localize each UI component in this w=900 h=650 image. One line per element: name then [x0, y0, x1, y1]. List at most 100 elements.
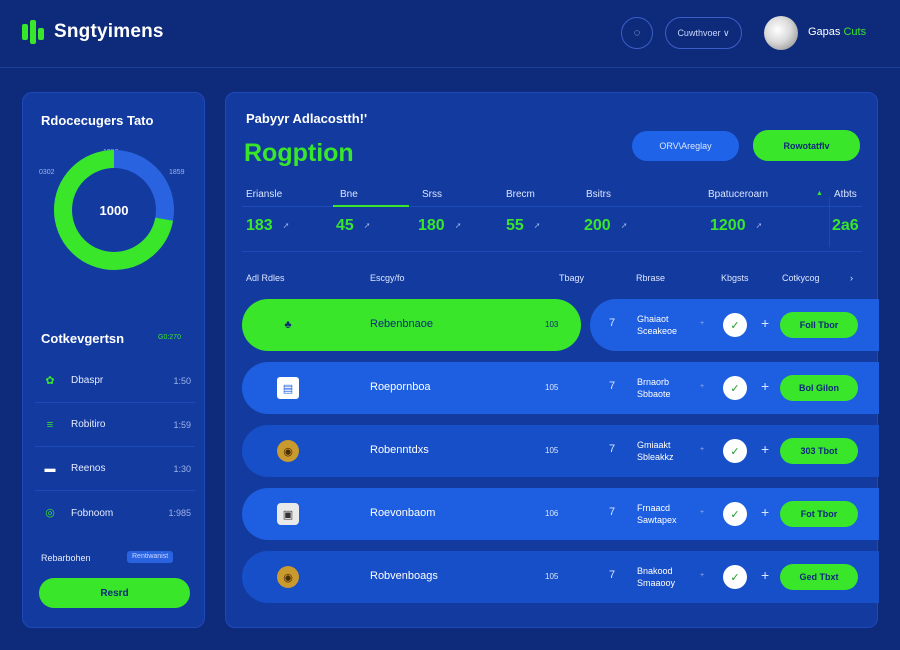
avatar[interactable]	[764, 16, 798, 50]
stat-label[interactable]: Bne	[340, 189, 358, 200]
row-qty: 103	[545, 320, 559, 329]
dot-icon: +	[700, 509, 705, 516]
stat-label[interactable]: Brecm	[506, 189, 535, 200]
trend-arrow-icon: ➚	[454, 221, 462, 231]
trend-arrow-icon: ➚	[282, 221, 290, 231]
trend-arrow-icon: ➚	[363, 221, 371, 231]
check-icon[interactable]: ✓	[723, 439, 747, 463]
row-desc: Frnaacd Sawtapex	[637, 502, 697, 526]
user-last-name: Cuts	[843, 26, 867, 38]
check-icon[interactable]: ✓	[723, 376, 747, 400]
column-header[interactable]: Adl Rdles	[246, 273, 285, 283]
list-item-label: Reenos	[71, 463, 106, 474]
stat-label[interactable]: Atbts	[834, 189, 857, 200]
donut-chart	[54, 150, 174, 270]
stat-label[interactable]: Bpatuceroarn	[708, 189, 769, 200]
main-panel: Pabyyr Adlacostth!' Rogption ORV\Areglay…	[225, 92, 879, 628]
list-item-label: Dbaspr	[71, 375, 104, 386]
check-icon[interactable]: ✓	[723, 313, 747, 337]
app-logo[interactable]: Sngtyimens	[22, 20, 164, 44]
divider	[829, 197, 830, 247]
secondary-action-button[interactable]: ORV\Areglay	[632, 131, 739, 161]
user-name[interactable]: Gapas Cuts	[808, 26, 866, 38]
row-name: Roepornboa	[370, 381, 431, 393]
row-desc-line: Brnaorb	[637, 377, 670, 387]
footer-chip[interactable]: Rentiwanist	[127, 551, 174, 563]
donut-left-label: 0302	[39, 169, 55, 176]
column-header[interactable]: Cotkycog	[782, 273, 820, 283]
row-action-button[interactable]: Ged Tbxt	[780, 564, 858, 590]
package-icon: ▣	[277, 503, 299, 525]
table-row[interactable]: ▤ Roepornboa 105 7 Brnaorb Sbbaote + ✓ + …	[242, 362, 879, 414]
row-action-button[interactable]: Fot Tbor	[780, 501, 858, 527]
table-row-selected[interactable]: ♣ Rebenbnaoe 103 7 Ghaiaot Sceakeoe + ✓ +…	[242, 299, 879, 351]
footer-label: Rebarbohen	[41, 553, 91, 563]
plus-icon[interactable]: +	[761, 567, 770, 583]
dot-icon: +	[700, 446, 705, 453]
left-panel: Rdocecugers Tato 1950 0302 1859 1000 Cot…	[22, 92, 205, 628]
plus-icon[interactable]: +	[761, 441, 770, 457]
page-title: Rogption	[244, 139, 354, 167]
donut-center-value: 1000	[99, 202, 129, 218]
check-icon[interactable]: ✓	[723, 565, 747, 589]
column-header[interactable]: Rbrase	[636, 273, 666, 283]
list-item-value: 1:30	[173, 463, 191, 474]
coin-icon: ◉	[277, 566, 299, 588]
stat-number: 1200	[710, 217, 746, 234]
plus-icon[interactable]: +	[761, 504, 770, 520]
stat-label[interactable]: Srss	[422, 189, 442, 200]
stat-number: 180	[418, 217, 445, 234]
list-item[interactable]: ≡ Robitiro 1:59	[35, 403, 195, 447]
table-row[interactable]: ▣ Roevonbaom 106 7 Frnaacd Sawtapex + ✓ +…	[242, 488, 879, 540]
customer-dropdown[interactable]: Cuwthvoer ∨	[665, 17, 742, 49]
stat-label[interactable]: Bsitrs	[586, 189, 611, 200]
list-item-value: 1:59	[173, 419, 191, 430]
stat-value: 183 ➚	[246, 217, 289, 235]
list-item[interactable]: ◎ Fobnoom 1:985	[35, 491, 195, 535]
column-header[interactable]: Kbgsts	[721, 273, 749, 283]
trend-arrow-icon: ➚	[755, 221, 763, 231]
coin-icon: ◉	[277, 440, 299, 462]
list-item[interactable]: ✿ Dbaspr 1:50	[35, 359, 195, 403]
stat-value: 55 ➚	[506, 217, 541, 235]
row-highlight	[242, 299, 581, 351]
reset-button[interactable]: Resrd	[39, 578, 190, 608]
stat-value: 200 ➚	[584, 217, 627, 235]
dot-icon: +	[700, 572, 705, 579]
column-header[interactable]: Tbagy	[559, 273, 585, 283]
row-name: Roevonbaom	[370, 507, 436, 519]
stat-value: 45 ➚	[336, 217, 371, 235]
check-icon[interactable]: ✓	[723, 502, 747, 526]
notification-icon[interactable]: ◌	[621, 17, 653, 49]
left-panel-title: Rdocecugers Tato	[41, 113, 154, 128]
stat-value: 2a6	[832, 217, 859, 235]
row-flag: 7	[609, 506, 616, 518]
list-item[interactable]: ▬ Reenos 1:30	[35, 447, 195, 491]
column-header[interactable]: Escgy/fo	[370, 273, 405, 283]
leaf-icon: ✿	[45, 374, 55, 387]
stat-number: 200	[584, 217, 611, 234]
row-qty: 106	[545, 509, 559, 518]
row-action-button[interactable]: 303 Tbot	[780, 438, 858, 464]
row-desc-line: Sceakeoe	[637, 326, 678, 336]
chevron-right-icon[interactable]: ›	[850, 273, 853, 283]
user-first-name: Gapas	[808, 26, 841, 38]
table-row[interactable]: ◉ Robvenboags 105 7 Bnakood Smaaooy + ✓ +…	[242, 551, 879, 603]
row-desc-line: Gmiaakt	[637, 440, 671, 450]
row-action-button[interactable]: Bol Gilon	[780, 375, 858, 401]
row-qty: 105	[545, 572, 559, 581]
dot-icon: +	[700, 383, 705, 390]
document-icon: ▤	[277, 377, 299, 399]
sort-up-icon[interactable]: ▲	[816, 190, 823, 197]
subsection-badge: G0:270	[158, 334, 181, 341]
row-flag: 7	[609, 569, 616, 581]
table-row[interactable]: ◉ Robenntdxs 105 7 Gmiaakt Sbleakkz + ✓ +…	[242, 425, 879, 477]
row-action-button[interactable]: Foll Tbor	[780, 312, 858, 338]
row-qty: 105	[545, 383, 559, 392]
stat-label[interactable]: Eriansle	[246, 189, 283, 200]
plus-icon[interactable]: +	[761, 315, 770, 331]
plus-icon[interactable]: +	[761, 378, 770, 394]
primary-action-button[interactable]: Rowotatflv	[753, 130, 860, 161]
top-header: Sngtyimens ◌ Cuwthvoer ∨ Gapas Cuts	[0, 0, 900, 68]
donut-right-label: 1859	[169, 169, 185, 176]
